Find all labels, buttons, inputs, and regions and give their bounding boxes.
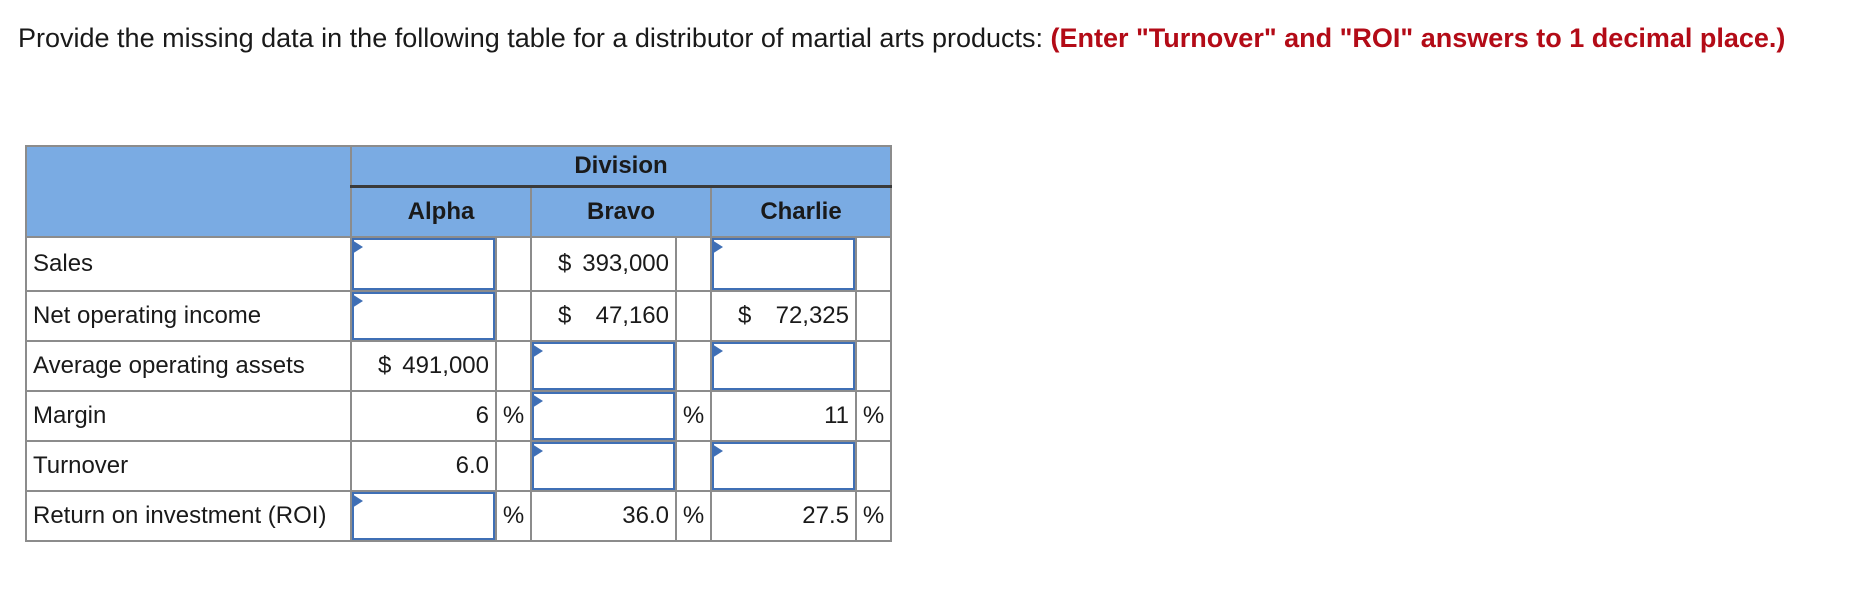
charlie-turnover-input[interactable]	[710, 440, 857, 492]
row-label-net-operating-income: Net operating income	[25, 290, 352, 342]
alpha-turnover-unit	[495, 440, 532, 492]
charlie-roi-percent: %	[855, 490, 892, 542]
row-label-turnover: Turnover	[25, 440, 352, 492]
charlie-noi-amount: 72,325	[775, 302, 849, 329]
bravo-noi-value: $47,160	[530, 290, 677, 342]
charlie-margin-percent: %	[855, 390, 892, 442]
bravo-roi-percent: %	[675, 490, 712, 542]
charlie-assets-unit	[855, 340, 892, 392]
column-header-alpha: Alpha	[350, 185, 532, 238]
charlie-sales-unit	[855, 236, 892, 292]
bravo-sales-amount: 393,000	[582, 250, 669, 277]
input-marker-icon	[712, 444, 723, 458]
charlie-assets-input[interactable]	[710, 340, 857, 392]
bravo-assets-input[interactable]	[530, 340, 677, 392]
alpha-sales-input[interactable]	[350, 236, 497, 292]
currency-sign: $	[558, 302, 572, 329]
column-header-bravo: Bravo	[530, 185, 712, 238]
alpha-assets-value: $491,000	[350, 340, 497, 392]
prompt-instruction: (Enter "Turnover" and "ROI" answers to 1…	[1050, 23, 1786, 53]
division-header: Division	[350, 145, 892, 188]
input-marker-icon	[712, 240, 723, 254]
alpha-roi-input[interactable]	[350, 490, 497, 542]
bravo-turnover-input[interactable]	[530, 440, 677, 492]
charlie-margin-value: 11	[710, 390, 857, 442]
division-data-table: Division Alpha Bravo Charlie Sales $393,…	[25, 145, 892, 542]
column-header-charlie: Charlie	[710, 185, 892, 238]
bravo-sales-unit	[675, 236, 712, 292]
alpha-noi-input[interactable]	[350, 290, 497, 342]
bravo-turnover-unit	[675, 440, 712, 492]
input-marker-icon	[352, 240, 363, 254]
currency-sign: $	[738, 302, 752, 329]
alpha-assets-amount: 491,000	[402, 352, 489, 379]
alpha-turnover-value: 6.0	[350, 440, 497, 492]
row-label-average-operating-assets: Average operating assets	[25, 340, 352, 392]
alpha-margin-percent: %	[495, 390, 532, 442]
alpha-noi-unit	[495, 290, 532, 342]
alpha-roi-percent: %	[495, 490, 532, 542]
row-label-roi: Return on investment (ROI)	[25, 490, 352, 542]
bravo-assets-unit	[675, 340, 712, 392]
charlie-sales-input[interactable]	[710, 236, 857, 292]
question-prompt: Provide the missing data in the followin…	[18, 20, 1838, 57]
currency-sign: $	[558, 250, 572, 277]
bravo-roi-value: 36.0	[530, 490, 677, 542]
alpha-sales-unit	[495, 236, 532, 292]
input-marker-icon	[712, 344, 723, 358]
input-marker-icon	[532, 444, 543, 458]
row-label-sales: Sales	[25, 236, 352, 292]
charlie-noi-unit	[855, 290, 892, 342]
header-blank-cell	[25, 145, 352, 238]
row-label-margin: Margin	[25, 390, 352, 442]
bravo-margin-input[interactable]	[530, 390, 677, 442]
input-marker-icon	[532, 344, 543, 358]
currency-sign: $	[378, 352, 392, 379]
charlie-turnover-unit	[855, 440, 892, 492]
alpha-margin-value: 6	[350, 390, 497, 442]
input-marker-icon	[352, 294, 363, 308]
alpha-assets-unit	[495, 340, 532, 392]
bravo-margin-percent: %	[675, 390, 712, 442]
prompt-text: Provide the missing data in the followin…	[18, 23, 1051, 53]
bravo-noi-amount: 47,160	[595, 302, 669, 329]
charlie-noi-value: $72,325	[710, 290, 857, 342]
input-marker-icon	[532, 394, 543, 408]
bravo-sales-value: $393,000	[530, 236, 677, 292]
charlie-roi-value: 27.5	[710, 490, 857, 542]
bravo-noi-unit	[675, 290, 712, 342]
input-marker-icon	[352, 494, 363, 508]
